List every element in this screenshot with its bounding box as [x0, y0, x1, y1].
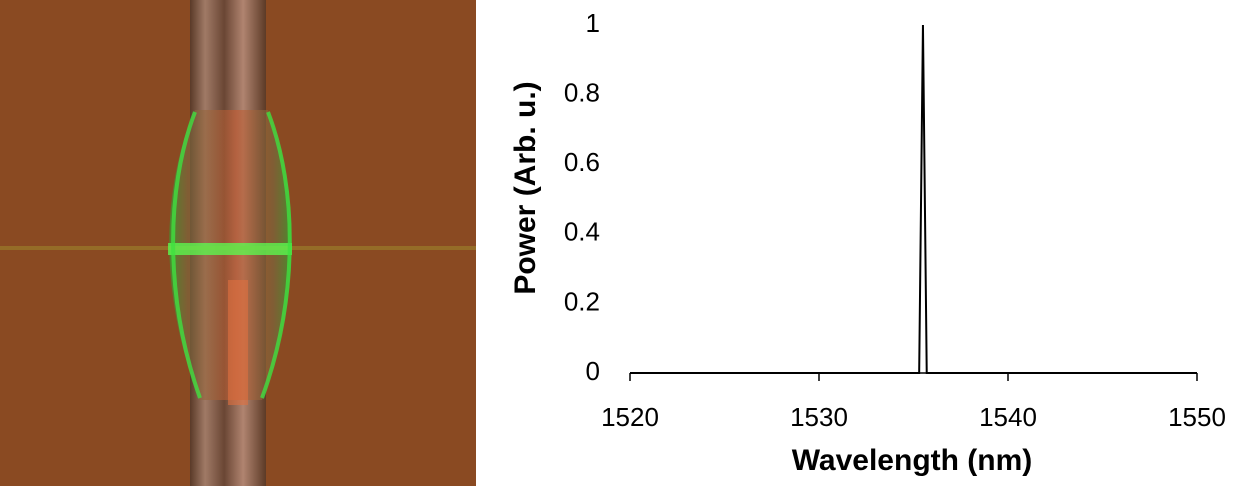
x-axis-title: Wavelength (nm): [792, 444, 1033, 477]
y-tick-label: 1: [586, 8, 600, 38]
y-tick-label: 0.2: [564, 286, 600, 316]
line: [630, 24, 1197, 374]
y-tick-label: 0.6: [564, 147, 600, 177]
x-tick-label: 1540: [979, 402, 1037, 432]
x-tick-label: 1520: [601, 402, 659, 432]
y-tick-label: 0.8: [564, 77, 600, 107]
x-tick-label: 1550: [1168, 402, 1226, 432]
photo: [0, 0, 476, 486]
y-tick-label: 0.4: [564, 217, 600, 247]
y-tick-label: 0: [586, 356, 600, 386]
y-axis-title: Power (Arb. u.): [509, 81, 542, 294]
x-tick-label: 1530: [790, 402, 848, 432]
